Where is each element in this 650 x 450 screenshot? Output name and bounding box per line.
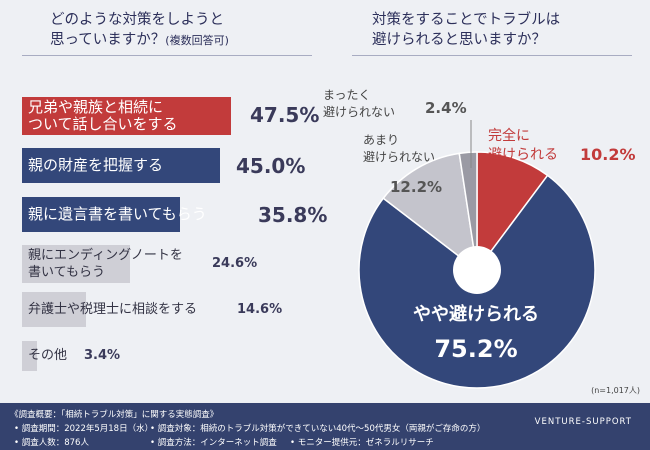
bar-value-6: 3.4% <box>84 348 121 363</box>
survey-target: • 調査対象：相続のトラブル対策ができていない40代〜50代男女（両親がご存命の… <box>150 424 486 434</box>
pie-slice-4 <box>458 151 478 271</box>
bar-3: 親に遺言書を書いてもらう <box>22 197 272 232</box>
survey-summary: 《調査概要：「相続トラブル対策」に関する実態調査》 <box>10 410 219 420</box>
bar-fill-2 <box>22 148 220 183</box>
pie-value-1: 10.2% <box>580 145 636 164</box>
bar-value-1: 47.5% <box>250 103 320 127</box>
bar-4: 親にエンディングノートを 書いてもらう <box>22 245 272 283</box>
survey-provider: • モニター提供元：ゼネラルリサーチ <box>290 438 434 448</box>
bar-5: 弁護士や税理士に相談をする <box>22 292 272 327</box>
bar-label-1: 兄弟や親族と相続に ついて話し合いをする <box>28 98 178 133</box>
bar-fill-6 <box>22 341 37 371</box>
bar-fill-1 <box>22 97 231 135</box>
bar-value-2: 45.0% <box>236 154 306 178</box>
bar-6: その他 <box>22 341 272 371</box>
bar-fill-4 <box>22 245 130 283</box>
pie-label-4: まったく避けられない <box>323 88 395 119</box>
pie-value-3: 12.2% <box>390 178 442 196</box>
bar-label-5: 弁護士や税理士に相談をする <box>28 301 198 317</box>
bar-value-5: 14.6% <box>237 301 283 317</box>
pie-value-4: 2.4% <box>425 99 467 117</box>
pie-center-hole <box>453 246 501 294</box>
pie-slice-3 <box>382 152 479 272</box>
bar-chart-title: どのような対策をしようと 思っていますか？(複数回答可) <box>50 12 229 48</box>
bar-label-6: その他 <box>28 348 68 363</box>
brand-logo: VENTURE-SUPPORT <box>534 417 632 427</box>
bar-label-4: 親にエンディングノートを 書いてもらう <box>28 248 183 280</box>
pie-value-2: 75.2% <box>434 335 517 363</box>
pie-slice-1 <box>476 151 549 273</box>
pie-label-2: やや避けられる <box>413 303 539 325</box>
footer: 《調査概要：「相続トラブル対策」に関する実態調査》 • 調査期間：2022年5月… <box>0 403 650 450</box>
bar-1: 兄弟や親族と相続に ついて話し合いをする <box>22 97 272 135</box>
pie-label-1: 完全に避けられる <box>488 127 558 163</box>
pie-label-3: あまり避けられない <box>363 133 435 164</box>
pie-chart: 完全に避けられる 10.2% やや避けられる 75.2% あまり避けられない 12.2% ま… <box>323 88 636 389</box>
pie-title-underline <box>352 55 632 56</box>
bar-value-4: 24.6% <box>212 256 258 271</box>
bar-label-2: 親の財産を把握する <box>28 155 164 174</box>
bar-2: 親の財産を把握する <box>22 148 272 183</box>
bar-fill-5 <box>22 292 86 327</box>
survey-period: • 調査期間：2022年5月18日（水） <box>14 424 154 434</box>
sample-size-note: (n=1,017人) <box>591 386 640 395</box>
bar-fill-3 <box>22 197 180 232</box>
survey-count: • 調査人数：876人 <box>14 438 89 448</box>
bar-title-underline <box>22 55 312 56</box>
bar-value-3: 35.8% <box>258 203 328 227</box>
bar-label-3: 親に遺言書を書いてもらう <box>28 204 207 223</box>
pie-chart-title: 対策をすることでトラブルは 避けられると思いますか？ <box>372 12 561 48</box>
survey-method: • 調査方法：インターネット調査 <box>150 438 277 448</box>
